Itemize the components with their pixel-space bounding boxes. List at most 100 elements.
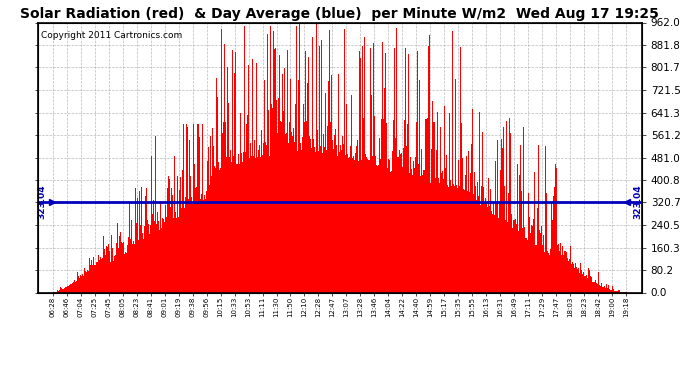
Bar: [619, 290, 620, 292]
Bar: [188, 167, 189, 292]
Bar: [607, 288, 608, 292]
Bar: [216, 113, 217, 292]
Bar: [176, 218, 177, 292]
Bar: [581, 270, 582, 292]
Bar: [441, 172, 442, 292]
Bar: [162, 219, 163, 292]
Bar: [325, 43, 326, 292]
Bar: [298, 80, 299, 292]
Bar: [433, 122, 434, 292]
Bar: [613, 288, 614, 292]
Bar: [110, 262, 111, 292]
Bar: [236, 117, 237, 292]
Bar: [594, 282, 595, 292]
Bar: [139, 191, 140, 292]
Bar: [169, 179, 170, 292]
Bar: [444, 106, 445, 292]
Bar: [351, 95, 352, 292]
Bar: [443, 180, 444, 292]
Bar: [371, 95, 372, 292]
Bar: [336, 145, 337, 292]
Bar: [455, 79, 456, 292]
Bar: [63, 289, 64, 292]
Bar: [118, 248, 119, 292]
Bar: [75, 282, 76, 292]
Bar: [294, 142, 295, 292]
Bar: [106, 246, 107, 292]
Bar: [254, 140, 255, 292]
Bar: [108, 244, 109, 292]
Bar: [442, 141, 443, 292]
Bar: [431, 149, 432, 292]
Bar: [155, 136, 156, 292]
Bar: [501, 214, 502, 292]
Bar: [160, 201, 161, 292]
Bar: [533, 219, 534, 292]
Bar: [242, 162, 243, 292]
Bar: [65, 287, 66, 292]
Bar: [307, 83, 308, 292]
Bar: [84, 268, 85, 292]
Bar: [275, 48, 276, 292]
Bar: [80, 275, 81, 292]
Bar: [387, 168, 388, 292]
Bar: [479, 197, 480, 292]
Bar: [194, 124, 195, 292]
Bar: [144, 226, 145, 292]
Bar: [319, 58, 320, 292]
Bar: [306, 121, 307, 292]
Bar: [271, 104, 272, 292]
Bar: [105, 255, 106, 292]
Bar: [597, 284, 598, 292]
Bar: [458, 159, 459, 292]
Bar: [522, 228, 523, 292]
Bar: [451, 186, 452, 292]
Bar: [59, 291, 61, 292]
Bar: [390, 164, 391, 292]
Bar: [611, 290, 612, 292]
Bar: [393, 120, 394, 292]
Bar: [186, 124, 187, 292]
Bar: [270, 26, 271, 293]
Bar: [401, 174, 402, 292]
Bar: [373, 43, 374, 292]
Bar: [66, 287, 67, 292]
Bar: [215, 168, 216, 292]
Bar: [189, 141, 190, 292]
Bar: [300, 143, 301, 292]
Bar: [350, 146, 351, 292]
Bar: [517, 164, 518, 292]
Bar: [123, 242, 124, 292]
Bar: [555, 164, 556, 292]
Bar: [426, 119, 427, 292]
Bar: [513, 220, 514, 292]
Bar: [388, 160, 390, 292]
Bar: [96, 263, 97, 292]
Bar: [352, 158, 353, 292]
Bar: [609, 289, 610, 292]
Bar: [263, 143, 264, 292]
Bar: [311, 148, 312, 292]
Bar: [470, 172, 471, 292]
Bar: [235, 52, 236, 292]
Bar: [179, 207, 180, 292]
Bar: [239, 164, 240, 292]
Bar: [416, 122, 417, 292]
Bar: [57, 290, 58, 292]
Bar: [137, 198, 138, 292]
Bar: [73, 282, 74, 292]
Bar: [152, 214, 153, 292]
Bar: [553, 243, 555, 292]
Bar: [238, 154, 239, 292]
Bar: [171, 188, 172, 292]
Bar: [544, 252, 545, 292]
Bar: [531, 191, 533, 292]
Bar: [70, 282, 72, 292]
Bar: [516, 224, 517, 292]
Bar: [550, 249, 551, 292]
Bar: [413, 161, 414, 292]
Bar: [459, 186, 460, 292]
Bar: [412, 56, 413, 292]
Bar: [211, 176, 212, 292]
Bar: [421, 149, 422, 292]
